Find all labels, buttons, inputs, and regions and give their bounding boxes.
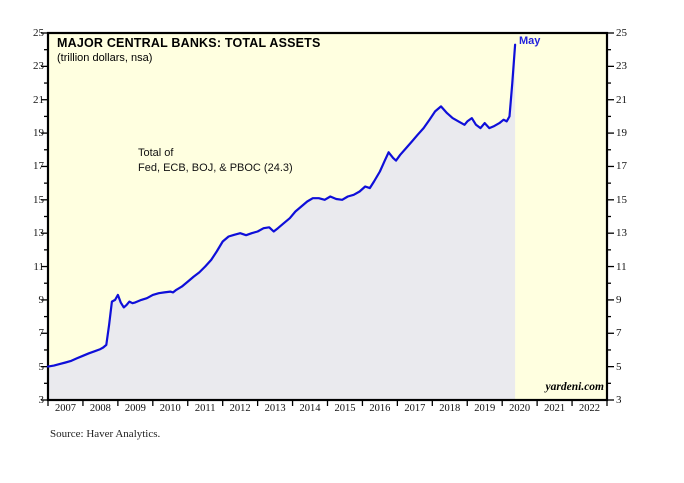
y-tick-label-right: 19 bbox=[616, 127, 627, 140]
y-tick-label-left: 17 bbox=[33, 160, 44, 173]
y-tick-label-left: 13 bbox=[33, 227, 44, 240]
page-title: MAJOR CENTRAL BANKS: TOTAL ASSETS bbox=[57, 36, 321, 50]
x-tick-label: 2009 bbox=[124, 403, 146, 414]
x-tick-label: 2013 bbox=[264, 403, 286, 414]
chart-subtitle: (trillion dollars, nsa) bbox=[57, 52, 153, 64]
y-tick-label-left: 9 bbox=[38, 293, 45, 306]
area-fill bbox=[48, 44, 516, 400]
y-tick-label-left: 11 bbox=[33, 260, 44, 273]
x-tick-label: 2014 bbox=[299, 403, 321, 414]
y-tick-label-right: 13 bbox=[616, 227, 627, 240]
y-tick-label-right: 3 bbox=[616, 394, 622, 406]
x-tick-label: 2017 bbox=[404, 403, 426, 414]
y-tick-label-right: 7 bbox=[616, 327, 622, 340]
y-tick-label-right: 9 bbox=[616, 293, 622, 306]
x-tick-label: 2012 bbox=[229, 403, 251, 414]
x-tick-label: 2021 bbox=[544, 403, 566, 414]
y-tick-label-right: 15 bbox=[616, 193, 627, 206]
y-tick-label-right: 17 bbox=[616, 160, 627, 173]
latest-point-label: May bbox=[519, 35, 541, 47]
series-annotation-line2: Fed, ECB, BOJ, & PBOC (24.3) bbox=[138, 161, 293, 174]
y-tick-label-right: 5 bbox=[616, 360, 622, 373]
y-tick-label-left: 25 bbox=[33, 27, 44, 39]
y-tick-label-left: 7 bbox=[38, 327, 45, 340]
y-tick-label-left: 3 bbox=[38, 394, 45, 406]
x-tick-label: 2007 bbox=[54, 403, 76, 414]
plot-border bbox=[46, 31, 609, 402]
y-tick-label-left: 5 bbox=[38, 360, 45, 373]
y-tick-label-left: 15 bbox=[33, 193, 44, 206]
y-tick-label-left: 21 bbox=[33, 93, 44, 106]
x-tick-label: 2016 bbox=[369, 403, 391, 414]
series-annotation: Total of Fed, ECB, BOJ, & PBOC (24.3) bbox=[138, 146, 293, 175]
y-tick-label-right: 21 bbox=[616, 93, 627, 106]
y-tick-label-left: 23 bbox=[33, 60, 44, 73]
x-tick-label: 2015 bbox=[334, 403, 356, 414]
x-tick-label: 2011 bbox=[194, 403, 216, 414]
x-tick-label: 2022 bbox=[579, 403, 601, 414]
x-tick-label: 2010 bbox=[159, 403, 181, 414]
x-tick-label: 2020 bbox=[509, 403, 531, 414]
series-annotation-line1: Total of bbox=[138, 147, 174, 159]
y-tick-label-right: 25 bbox=[616, 27, 627, 39]
y-tick-label-right: 23 bbox=[616, 60, 627, 73]
source-note: Source: Haver Analytics. bbox=[50, 428, 161, 440]
branding-label: yardeni.com bbox=[545, 381, 604, 393]
y-tick-label-left: 19 bbox=[33, 127, 44, 140]
total-assets-line bbox=[46, 43, 517, 368]
x-tick-label: 2019 bbox=[474, 403, 496, 414]
chart-header: MAJOR CENTRAL BANKS: TOTAL ASSETS (trill… bbox=[57, 36, 321, 65]
y-tick-label-right: 11 bbox=[616, 260, 627, 273]
x-tick-label: 2008 bbox=[89, 403, 111, 414]
x-tick-label: 2018 bbox=[439, 403, 461, 414]
